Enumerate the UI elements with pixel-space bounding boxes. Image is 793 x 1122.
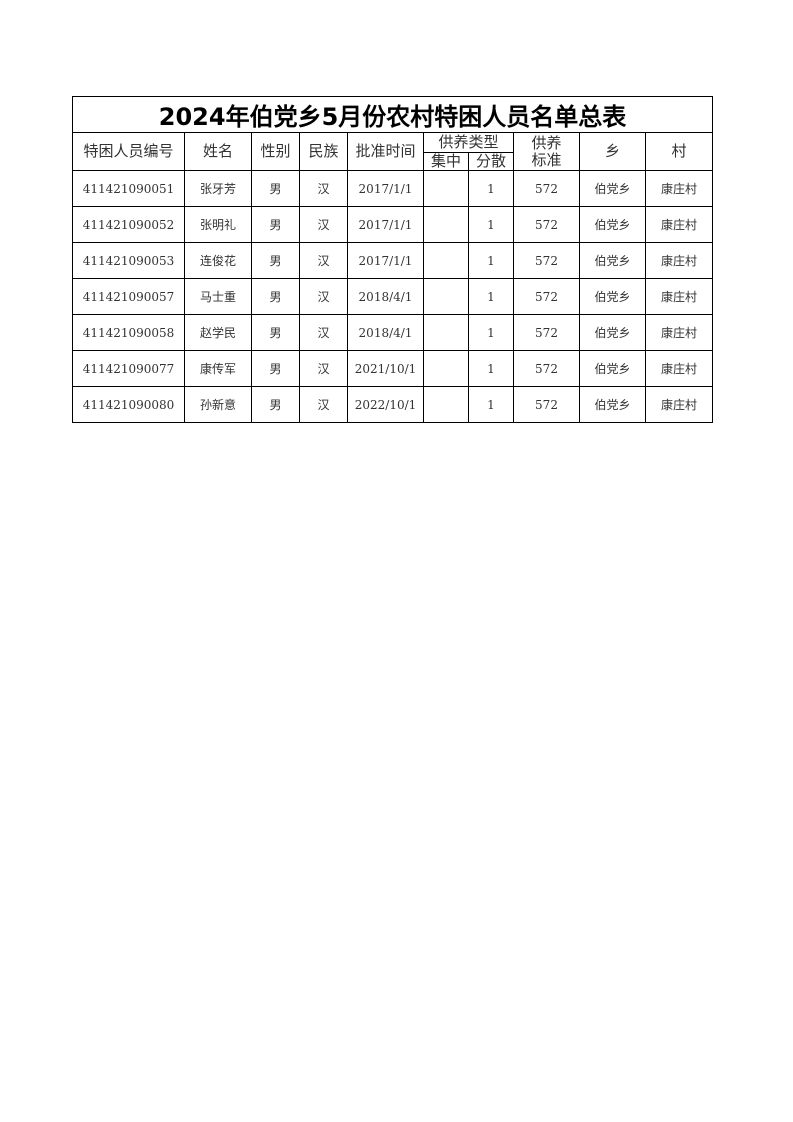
header-id: 特困人员编号 [72, 132, 185, 171]
cell-id: 411421090053 [72, 242, 185, 279]
cell-name: 马士重 [184, 278, 252, 315]
cell-township: 伯党乡 [579, 170, 646, 207]
table-row: 411421090077 康传军男汉 2021/10/1 1 572 伯党乡 康庄村 [72, 350, 714, 387]
cell-id: 411421090080 [72, 386, 185, 423]
cell-name: 赵学民 [184, 314, 252, 351]
cell-dispersed: 1 [468, 278, 514, 315]
table-row: 411421090051 张牙芳男汉 2017/1/1 1 572 伯党乡 康庄村 [72, 170, 714, 207]
cell-approval-date: 2018/4/1 [347, 314, 424, 351]
cell-gender: 男 [251, 350, 300, 387]
cell-gender: 男 [251, 242, 300, 279]
cell-standard: 572 [513, 314, 580, 351]
header-standard: 供养 标准 [513, 132, 580, 171]
cell-standard: 572 [513, 170, 580, 207]
cell-gender: 男 [251, 206, 300, 243]
header-village: 村 [644, 132, 714, 171]
cell-gender: 男 [251, 170, 300, 207]
cell-name: 连俊花 [184, 242, 252, 279]
cell-id: 411421090077 [72, 350, 185, 387]
header-gender: 性别 [251, 132, 300, 171]
cell-ethnicity: 汉 [299, 386, 348, 423]
cell-ethnicity: 汉 [299, 170, 348, 207]
cell-centralized [423, 242, 469, 279]
cell-dispersed: 1 [468, 170, 514, 207]
roster-table: 2024年伯党乡5月份农村特困人员名单总表 特困人员编号 姓名 性别 民族 批准… [71, 96, 714, 423]
header-support-type: 供养类型 [423, 132, 514, 153]
cell-standard: 572 [513, 350, 580, 387]
cell-dispersed: 1 [468, 314, 514, 351]
cell-dispersed: 1 [468, 386, 514, 423]
cell-id: 411421090057 [72, 278, 185, 315]
cell-centralized [423, 170, 469, 207]
cell-village: 康庄村 [644, 314, 714, 351]
cell-name: 张明礼 [184, 206, 252, 243]
cell-standard: 572 [513, 206, 580, 243]
table-row: 411421090080 孙新意男汉 2022/10/1 1 572 伯党乡 康庄村 [72, 386, 714, 423]
cell-id: 411421090052 [72, 206, 185, 243]
cell-id: 411421090058 [72, 314, 185, 351]
cell-village: 康庄村 [644, 242, 714, 279]
cell-dispersed: 1 [468, 242, 514, 279]
cell-approval-date: 2017/1/1 [347, 170, 424, 207]
cell-name: 张牙芳 [184, 170, 252, 207]
cell-ethnicity: 汉 [299, 314, 348, 351]
cell-ethnicity: 汉 [299, 206, 348, 243]
table-row: 411421090057 马士重男汉 2018/4/1 1 572 伯党乡 康庄村 [72, 278, 714, 315]
header-ethnicity: 民族 [299, 132, 348, 171]
cell-approval-date: 2017/1/1 [347, 242, 424, 279]
cell-id: 411421090051 [72, 170, 185, 207]
header-approval-date: 批准时间 [347, 132, 424, 171]
cell-approval-date: 2018/4/1 [347, 278, 424, 315]
cell-approval-date: 2021/10/1 [347, 350, 424, 387]
cell-township: 伯党乡 [579, 386, 646, 423]
header-centralized: 集中 [423, 152, 469, 171]
cell-village: 康庄村 [644, 206, 714, 243]
cell-township: 伯党乡 [579, 242, 646, 279]
cell-centralized [423, 350, 469, 387]
cell-township: 伯党乡 [579, 314, 646, 351]
cell-village: 康庄村 [644, 386, 714, 423]
cell-ethnicity: 汉 [299, 278, 348, 315]
cell-standard: 572 [513, 278, 580, 315]
cell-dispersed: 1 [468, 350, 514, 387]
cell-ethnicity: 汉 [299, 242, 348, 279]
cell-township: 伯党乡 [579, 278, 646, 315]
cell-standard: 572 [513, 386, 580, 423]
cell-centralized [423, 314, 469, 351]
table-row: 411421090058 赵学民男汉 2018/4/1 1 572 伯党乡 康庄村 [72, 314, 714, 351]
cell-village: 康庄村 [644, 278, 714, 315]
cell-township: 伯党乡 [579, 206, 646, 243]
cell-approval-date: 2022/10/1 [347, 386, 424, 423]
cell-centralized [423, 206, 469, 243]
cell-township: 伯党乡 [579, 350, 646, 387]
cell-name: 孙新意 [184, 386, 252, 423]
cell-village: 康庄村 [644, 170, 714, 207]
cell-gender: 男 [251, 314, 300, 351]
cell-ethnicity: 汉 [299, 350, 348, 387]
table-row: 411421090052 张明礼男汉 2017/1/1 1 572 伯党乡 康庄村 [72, 206, 714, 243]
header-dispersed: 分散 [468, 152, 514, 171]
cell-name: 康传军 [184, 350, 252, 387]
cell-approval-date: 2017/1/1 [347, 206, 424, 243]
cell-centralized [423, 386, 469, 423]
cell-centralized [423, 278, 469, 315]
table-row: 411421090053 连俊花男汉 2017/1/1 1 572 伯党乡 康庄村 [72, 242, 714, 279]
cell-gender: 男 [251, 278, 300, 315]
cell-dispersed: 1 [468, 206, 514, 243]
header-township: 乡 [579, 132, 646, 171]
cell-gender: 男 [251, 386, 300, 423]
header-name: 姓名 [184, 132, 252, 171]
cell-standard: 572 [513, 242, 580, 279]
cell-village: 康庄村 [644, 350, 714, 387]
page-title: 2024年伯党乡5月份农村特困人员名单总表 [71, 96, 714, 133]
